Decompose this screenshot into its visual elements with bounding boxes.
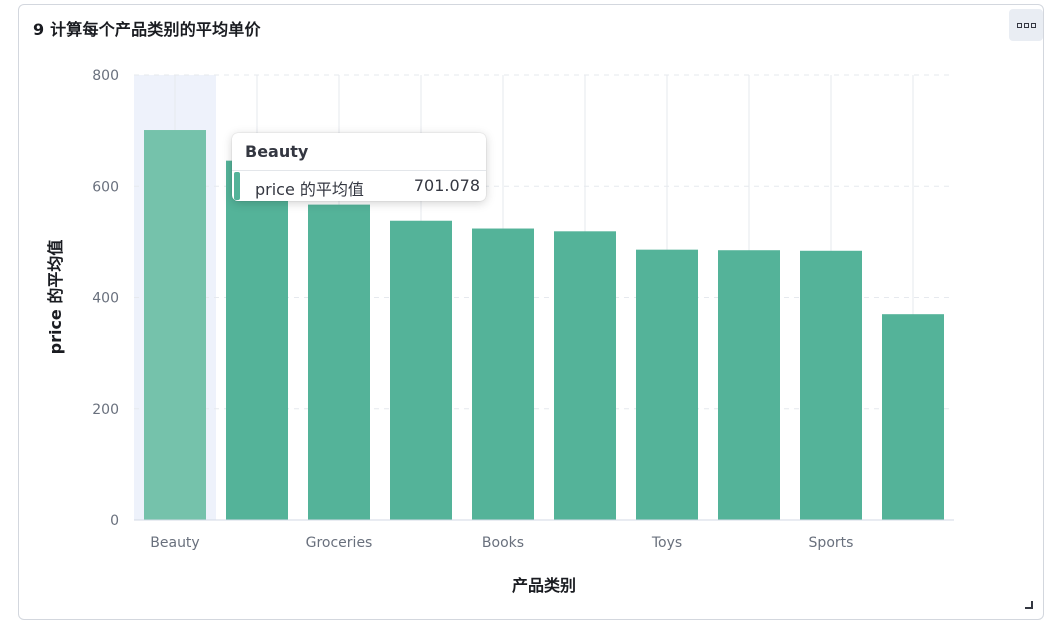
bar-books[interactable] (472, 228, 534, 520)
y-tick-label: 200 (92, 402, 119, 418)
options-menu-button[interactable] (1009, 9, 1043, 41)
tooltip-divider (232, 170, 486, 171)
bar-beauty[interactable] (144, 130, 206, 520)
options-menu-icon-dot (1030, 22, 1036, 28)
bar-toys[interactable] (636, 249, 698, 520)
y-tick-label: 0 (110, 513, 119, 529)
bar-clothing[interactable] (390, 220, 452, 521)
tooltip-series-label: price 的平均值 (255, 180, 364, 199)
chart-tooltip: Beauty price 的平均值 701.078 (232, 133, 486, 201)
x-tick-label: Beauty (150, 535, 199, 551)
y-tick-label: 800 (92, 68, 119, 84)
x-tick-label: Groceries (306, 535, 373, 551)
resize-handle-icon[interactable] (1025, 601, 1033, 609)
bar-garden[interactable] (718, 250, 780, 520)
bar-groceries[interactable] (308, 204, 370, 520)
x-axis-title: 产品类别 (512, 576, 576, 595)
options-menu-icon (1016, 22, 1022, 28)
y-tick-label: 600 (92, 179, 119, 195)
x-tick-label: Books (482, 535, 524, 551)
bar-automotive[interactable] (882, 314, 944, 520)
y-tick-label: 400 (92, 291, 119, 307)
options-menu-icon-dot (1023, 22, 1029, 28)
bar-sports[interactable] (800, 250, 862, 520)
x-tick-label: Sports (809, 535, 854, 551)
bar-electronics[interactable] (226, 160, 288, 520)
x-tick-label: Toys (651, 535, 682, 551)
y-axis-title: price 的平均值 (46, 240, 65, 355)
tooltip-title: Beauty (245, 142, 309, 161)
panel-title: 9 计算每个产品类别的平均单价 (33, 20, 261, 39)
tooltip-series-swatch (234, 172, 240, 200)
tooltip-series-value: 701.078 (413, 176, 480, 195)
bar-home[interactable] (554, 231, 616, 520)
